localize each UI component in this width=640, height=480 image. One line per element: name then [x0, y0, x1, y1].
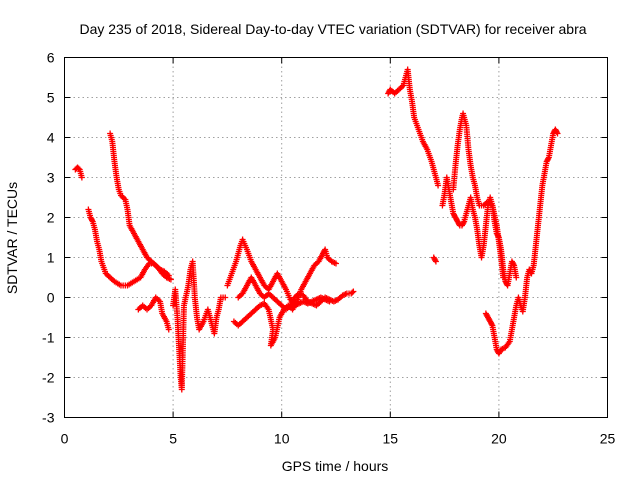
data-point — [222, 294, 229, 301]
data-point — [554, 130, 561, 137]
y-tick-label: 4 — [47, 130, 55, 146]
x-tick-label: 5 — [169, 431, 177, 447]
y-tick-label: -1 — [42, 330, 55, 346]
y-axis-label: SDTVAR / TECUs — [4, 182, 20, 294]
data-point — [333, 260, 339, 267]
data-point-interp — [460, 219, 467, 226]
data-point — [167, 276, 174, 283]
data-point — [435, 182, 442, 189]
plot-frame — [64, 57, 608, 418]
data-point-interp — [349, 289, 356, 296]
x-tick-label: 15 — [383, 431, 399, 447]
data-points — [72, 66, 561, 393]
y-tick-label: 3 — [47, 170, 55, 186]
y-tick-label: -2 — [42, 370, 55, 386]
x-tick-label: 20 — [491, 431, 507, 447]
data-point-interp — [553, 129, 560, 136]
y-tick-label: -3 — [42, 410, 55, 426]
grid — [64, 57, 608, 418]
data-point-interp — [432, 257, 439, 264]
y-tick-label: 6 — [47, 50, 55, 66]
x-tick-label: 0 — [61, 431, 69, 447]
data-point — [513, 274, 520, 281]
y-tick-label: 1 — [47, 250, 55, 266]
data-point — [165, 272, 172, 279]
y-tick-label: 2 — [47, 210, 55, 226]
x-tick-label: 25 — [600, 431, 616, 447]
chart-title: Day 235 of 2018, Sidereal Day-to-day VTE… — [79, 21, 586, 37]
data-point-interp — [510, 261, 517, 268]
axis-ticks: 0 5 10 15 20 25 -3 -2 -1 0 1 2 3 4 5 6 — [42, 50, 615, 447]
data-point — [78, 174, 85, 181]
data-point — [500, 274, 507, 281]
data-point — [432, 258, 439, 265]
x-tick-label: 10 — [274, 431, 290, 447]
x-axis-label: GPS time / hours — [282, 458, 389, 474]
y-tick-label: 0 — [47, 290, 55, 306]
data-point-interp — [488, 321, 495, 328]
y-tick-label: 5 — [47, 90, 55, 106]
data-point-interp — [89, 217, 96, 224]
data-point — [165, 326, 172, 333]
data-point — [350, 288, 357, 295]
data-point-interp — [545, 155, 552, 162]
